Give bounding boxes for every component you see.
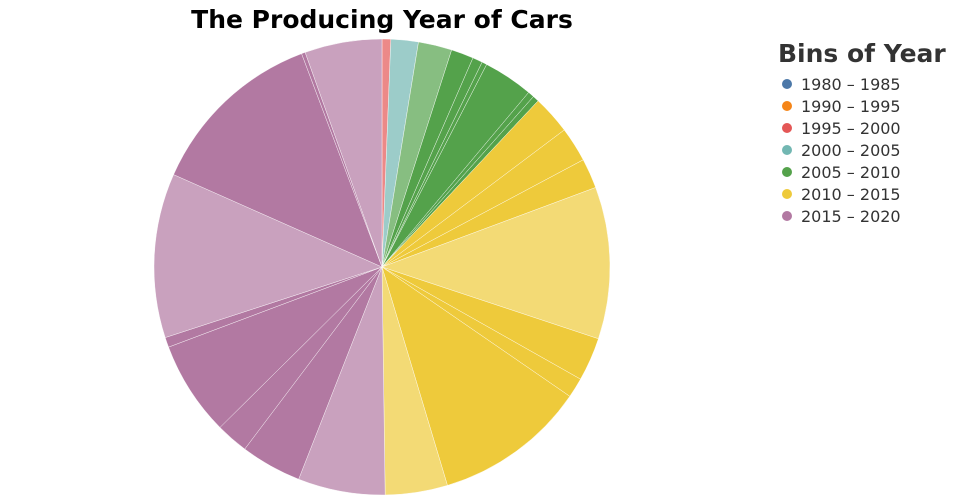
legend-label: 2005 – 2010 bbox=[801, 163, 901, 182]
pie-slice bbox=[153, 174, 383, 338]
legend-label: 1980 – 1985 bbox=[801, 75, 901, 94]
legend-title: Bins of Year bbox=[778, 39, 946, 68]
legend-items: 1980 – 1985 1990 – 1995 1995 – 2000 2000 – … bbox=[782, 75, 901, 226]
legend: Bins of Year 1980 – 1985 1990 – 1995 1995 … bbox=[778, 39, 946, 226]
legend-label: 2010 – 2015 bbox=[801, 185, 901, 204]
pie-slice bbox=[381, 187, 611, 340]
legend-label: 1990 – 1995 bbox=[801, 97, 901, 116]
legend-label: 1995 – 2000 bbox=[801, 119, 901, 138]
legend-symbol bbox=[782, 167, 792, 177]
legend-symbol bbox=[782, 189, 792, 199]
pie-slice bbox=[304, 38, 383, 268]
legend-symbol bbox=[782, 123, 792, 133]
pie-slices bbox=[153, 38, 611, 496]
legend-symbol bbox=[782, 79, 792, 89]
legend-label: 2015 – 2020 bbox=[801, 207, 901, 226]
legend-symbol bbox=[782, 211, 792, 221]
pie-slice bbox=[381, 266, 571, 486]
legend-symbol bbox=[782, 101, 792, 111]
legend-label: 2000 – 2005 bbox=[801, 141, 901, 160]
legend-symbol bbox=[782, 145, 792, 155]
pie-slice bbox=[173, 53, 383, 268]
chart-title: The Producing Year of Cars bbox=[191, 5, 573, 34]
